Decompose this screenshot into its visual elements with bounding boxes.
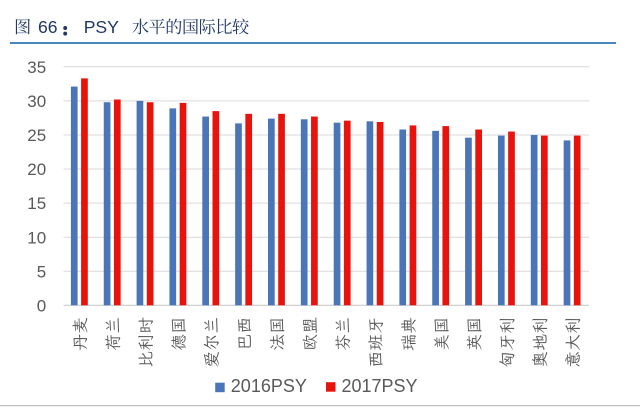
svg-text:5: 5 (37, 262, 46, 281)
svg-text:30: 30 (27, 92, 46, 111)
svg-text:20: 20 (27, 160, 46, 179)
svg-text:35: 35 (27, 58, 46, 77)
svg-text:15: 15 (27, 194, 46, 213)
svg-text:2016PSY: 2016PSY (231, 376, 307, 396)
svg-text:PSY: PSY (84, 17, 119, 37)
svg-text:10: 10 (27, 228, 46, 247)
svg-text:0: 0 (37, 296, 46, 315)
svg-text:25: 25 (27, 126, 46, 145)
svg-text:66: 66 (38, 17, 58, 37)
svg-text:2017PSY: 2017PSY (342, 376, 418, 396)
